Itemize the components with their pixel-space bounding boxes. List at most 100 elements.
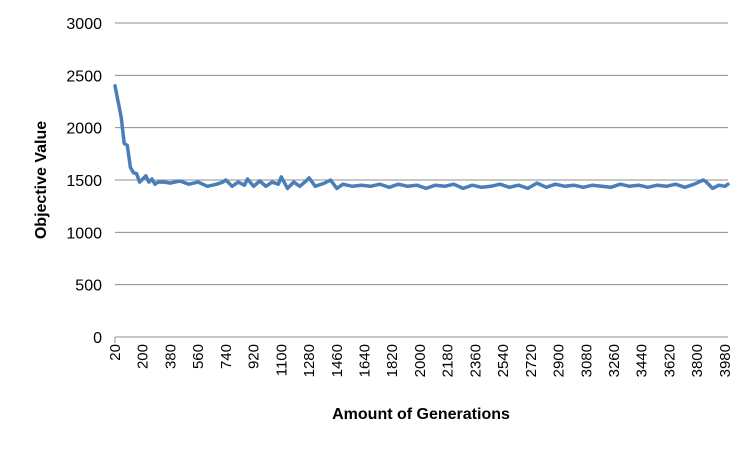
data-point: [279, 175, 283, 179]
data-point: [341, 182, 345, 186]
x-tick-label: 1280: [301, 344, 318, 377]
data-point: [704, 180, 708, 184]
data-point: [329, 178, 333, 182]
data-point: [323, 181, 326, 185]
data-point: [470, 183, 474, 187]
data-point: [264, 184, 268, 188]
data-point: [452, 182, 456, 186]
x-tick-label: 380: [162, 344, 179, 369]
x-tick-label: 3620: [661, 344, 678, 377]
data-point: [692, 182, 696, 186]
data-point: [717, 183, 721, 187]
data-point: [726, 182, 730, 186]
data-point: [517, 183, 520, 187]
data-point: [132, 171, 135, 175]
data-point: [313, 184, 317, 188]
x-tick-label: 20: [107, 344, 124, 361]
x-tick-label: 2180: [440, 344, 457, 377]
series-line: [113, 84, 730, 191]
data-point: [711, 186, 715, 190]
data-point: [646, 185, 650, 189]
data-point: [246, 177, 249, 181]
data-point: [637, 183, 641, 187]
data-point: [415, 183, 419, 187]
data-point: [535, 181, 539, 185]
data-point: [655, 183, 659, 187]
data-point: [489, 184, 493, 188]
x-tick-label: 2540: [495, 344, 512, 377]
x-tick-label: 740: [218, 344, 235, 369]
data-point: [335, 186, 339, 190]
data-point: [609, 185, 613, 189]
data-point: [307, 176, 311, 180]
data-point: [701, 178, 705, 182]
series-points: [113, 84, 730, 190]
data-point: [270, 180, 274, 184]
y-tick-label: 500: [75, 278, 102, 295]
data-point: [723, 184, 727, 188]
data-point: [554, 182, 557, 186]
data-point: [674, 182, 678, 186]
data-point: [156, 180, 160, 184]
data-point: [286, 186, 289, 190]
x-tick-label: 1640: [357, 344, 374, 377]
data-point: [168, 181, 172, 185]
data-point: [292, 180, 296, 184]
y-tick-label: 0: [93, 330, 102, 347]
data-point: [544, 185, 548, 189]
data-point: [480, 185, 484, 189]
gridlines: [114, 22, 728, 343]
data-point: [128, 165, 132, 169]
y-tick-label: 2500: [66, 68, 102, 85]
data-point: [122, 141, 126, 145]
data-point: [196, 180, 200, 184]
data-point: [150, 177, 154, 181]
data-point: [224, 178, 228, 182]
data-point: [683, 185, 687, 189]
data-point: [498, 182, 502, 186]
x-tick-labels: 20 200 380 560 740 920 1100 1280 1460 1640 1820 200…: [107, 344, 734, 377]
data-point: [242, 183, 246, 187]
data-point: [350, 184, 354, 188]
x-tick-label: 1100: [273, 344, 290, 376]
data-point: [252, 184, 256, 188]
data-point: [591, 183, 594, 187]
y-tick-label: 1500: [66, 173, 102, 190]
data-point: [135, 172, 139, 176]
x-tick-label: 560: [190, 344, 207, 369]
x-tick-label: 920: [246, 344, 263, 369]
data-point: [433, 183, 437, 187]
data-point: [627, 184, 631, 188]
x-tick-label: 1820: [384, 344, 401, 377]
data-point: [147, 180, 151, 184]
data-point: [581, 185, 585, 189]
x-tick-label: 2360: [467, 344, 484, 377]
data-point: [162, 180, 166, 184]
data-point: [618, 182, 622, 186]
data-point: [276, 182, 280, 186]
data-point: [572, 183, 576, 187]
x-tick-label: 3260: [606, 344, 623, 377]
data-point: [178, 179, 182, 183]
x-tick-label: 2000: [412, 344, 429, 377]
data-point: [144, 174, 148, 178]
data-point: [359, 183, 363, 187]
data-point: [526, 186, 530, 190]
data-point: [141, 177, 145, 181]
data-point: [563, 184, 567, 188]
y-tick-label: 2000: [66, 121, 102, 138]
data-point: [443, 184, 447, 188]
x-tick-label: 3440: [634, 344, 651, 377]
x-tick-label: 2720: [523, 344, 540, 377]
x-tick-label: 200: [135, 344, 152, 369]
data-point: [406, 184, 410, 188]
data-point: [396, 182, 400, 186]
data-point: [304, 179, 308, 183]
data-point: [113, 84, 117, 88]
data-point: [187, 182, 191, 186]
data-point: [215, 182, 219, 186]
data-point: [378, 182, 382, 186]
data-point: [258, 179, 262, 183]
x-tick-label: 3980: [717, 344, 734, 377]
